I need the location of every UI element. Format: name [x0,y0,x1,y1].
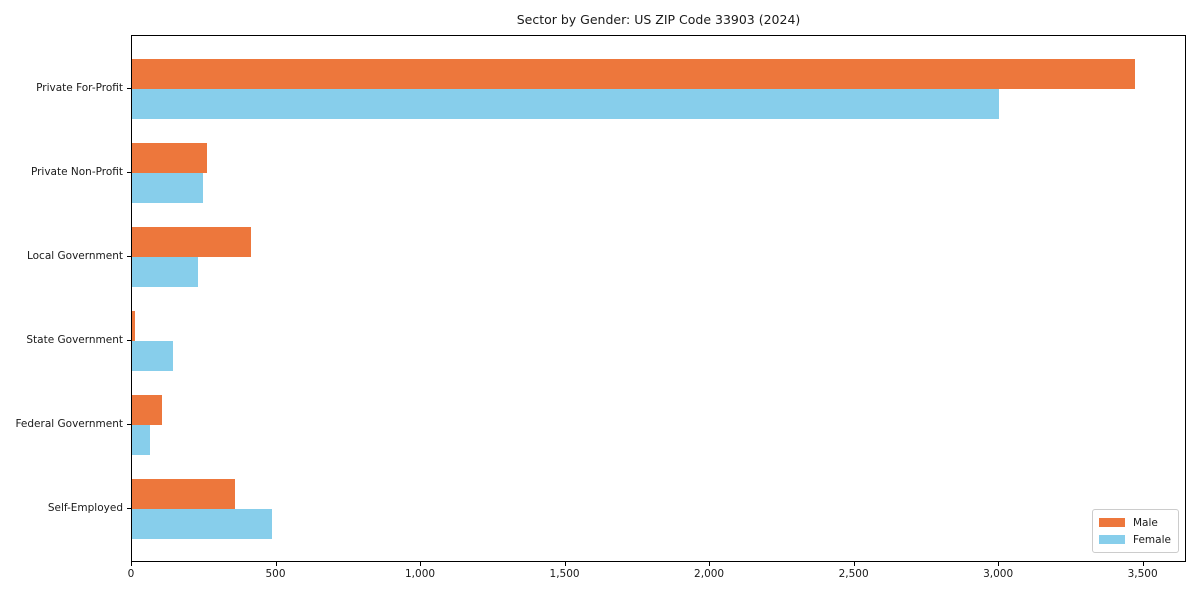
bar-male-self-employed [132,479,235,509]
x-tick-label-500: 500 [265,568,286,580]
x-tick-mark [998,562,1000,566]
x-tick-mark [275,562,277,566]
y-tick-label-local-government: Local Government [26,249,123,262]
y-tick-mark [127,88,131,89]
y-tick-label-private-non-profit: Private Non-Profit [30,165,123,178]
legend-item-female: Female [1099,531,1171,548]
x-tick-label-1-500: 1,500 [549,568,580,580]
bar-female-self-employed [132,509,272,539]
y-tick-mark [127,340,131,341]
legend-label-female: Female [1133,533,1171,546]
legend-swatch-male [1099,518,1125,527]
bar-male-local-government [132,227,251,257]
x-tick-mark [1142,562,1144,566]
legend-item-male: Male [1099,514,1171,531]
y-tick-mark [127,424,131,425]
x-tick-label-1-000: 1,000 [405,568,436,580]
y-tick-label-federal-government: Federal Government [15,417,123,430]
x-tick-mark [564,562,566,566]
legend-swatch-female [1099,535,1125,544]
bar-male-private-for-profit [132,59,1135,89]
y-tick-label-state-government: State Government [26,333,123,346]
x-tick-label-0: 0 [127,568,135,580]
bar-female-state-government [132,341,173,371]
x-tick-mark [131,562,132,566]
y-tick-label-self-employed: Self-Employed [47,501,123,514]
plot-area [131,35,1186,562]
bar-male-private-non-profit [132,143,207,173]
x-tick-mark [709,562,711,566]
chart-title: Sector by Gender: US ZIP Code 33903 (202… [516,12,801,27]
bar-male-federal-government [132,395,162,425]
x-tick-mark [420,562,422,566]
x-tick-label-2-500: 2,500 [838,568,869,580]
x-tick-label-2-000: 2,000 [694,568,725,580]
bar-female-local-government [132,257,198,287]
legend: Male Female [1092,509,1179,553]
y-tick-mark [127,172,131,173]
y-tick-mark [127,508,131,509]
x-tick-label-3-000: 3,000 [983,568,1014,580]
y-tick-mark [127,256,131,257]
x-tick-label-3-500: 3,500 [1127,568,1158,580]
bar-female-federal-government [132,425,150,455]
x-tick-mark [853,562,855,566]
bar-female-private-non-profit [132,173,203,203]
bar-male-state-government [132,311,135,341]
bar-female-private-for-profit [132,89,999,119]
legend-label-male: Male [1133,516,1158,529]
y-tick-label-private-for-profit: Private For-Profit [36,81,123,94]
